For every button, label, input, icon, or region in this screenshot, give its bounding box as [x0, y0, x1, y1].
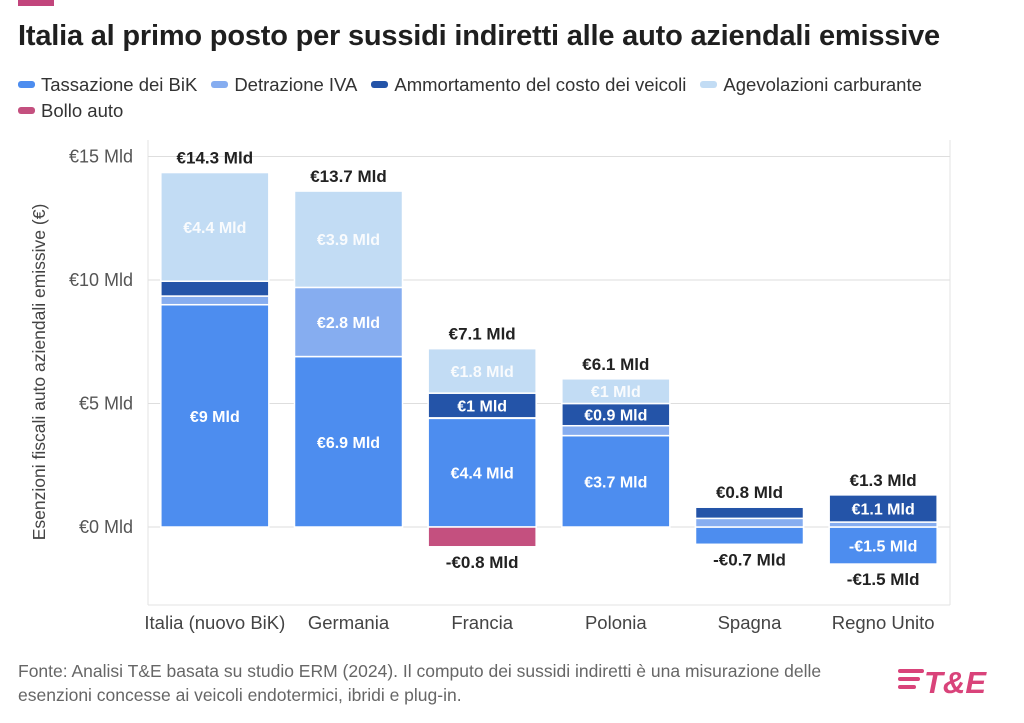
- segment-label: €1.1 Mld: [852, 501, 915, 518]
- segment-label: €4.4 Mld: [451, 466, 514, 483]
- bar-segment: [561, 424, 671, 437]
- segment-label: €3.7 Mld: [584, 474, 647, 491]
- legend-label: Agevolazioni carburante: [723, 73, 922, 95]
- y-tick-label: €5 Mld: [79, 394, 133, 414]
- legend-swatch: [18, 81, 35, 88]
- total-label-positive: €1.3 Mld: [850, 471, 917, 490]
- segment-label: €6.9 Mld: [317, 435, 380, 452]
- x-category-label: Francia: [451, 612, 513, 633]
- bar-segment: [427, 526, 537, 548]
- bar-segment: [427, 417, 537, 528]
- legend-swatch: [700, 81, 718, 88]
- bar-segment: [160, 280, 270, 297]
- bar-segment: [427, 347, 537, 394]
- legend-item: Agevolazioni carburante: [700, 72, 922, 97]
- total-label-positive: €6.1 Mld: [582, 355, 649, 374]
- segment-label: -€1.5 Mld: [849, 539, 917, 556]
- x-category-label: Polonia: [585, 612, 647, 633]
- x-category-label: Italia (nuovo BiK): [144, 612, 285, 633]
- bar-segment: [160, 171, 270, 282]
- total-label-negative: -€0.8 Mld: [446, 553, 519, 572]
- segment-label: €1 Mld: [457, 398, 507, 415]
- bar-segment: [561, 378, 671, 405]
- logo-stripes-icon: [898, 669, 924, 689]
- segment-label: €0.9 Mld: [584, 408, 647, 425]
- total-label-positive: €0.8 Mld: [716, 483, 783, 502]
- stacked-bar-chart: €0 Mld €5 Mld €10 Mld €15 Mld Esenzioni fisc…: [29, 140, 951, 633]
- y-tick-label: €15 Mld: [69, 147, 133, 167]
- legend-item: Tassazione dei BiK: [18, 72, 197, 97]
- total-label-negative: -€1.5 Mld: [847, 570, 920, 589]
- segment-label: €4.4 Mld: [183, 220, 246, 237]
- legend: Tassazione dei BiK Detrazione IVA Ammortam…: [18, 71, 1008, 123]
- legend-swatch: [211, 81, 229, 88]
- bar-segment: [293, 190, 404, 289]
- bar-segment: [828, 494, 938, 523]
- x-category-label: Germania: [308, 612, 390, 633]
- segment-label: €9 Mld: [190, 409, 240, 426]
- segment-label: €1.8 Mld: [451, 364, 514, 381]
- bar-segment: [293, 355, 404, 528]
- legend-label: Detrazione IVA: [234, 73, 358, 95]
- legend-swatch: [371, 81, 389, 88]
- bar-segment: [694, 506, 805, 520]
- x-category-label: Spagna: [718, 612, 782, 633]
- total-label-positive: €13.7 Mld: [310, 167, 387, 186]
- x-category-label: Regno Unito: [832, 612, 935, 633]
- segment-label: €2.8 Mld: [317, 315, 380, 332]
- total-label-negative: -€0.7 Mld: [713, 550, 786, 569]
- total-label-positive: €14.3 Mld: [177, 149, 254, 168]
- legend-item: Bollo auto: [18, 98, 123, 123]
- source-footnote: Fonte: Analisi T&E basata su studio ERM …: [18, 661, 822, 705]
- bar-segment: [160, 303, 270, 528]
- legend-label: Bollo auto: [41, 99, 124, 121]
- legend-swatch: [18, 107, 35, 114]
- bar-segment: [293, 286, 404, 358]
- segment-label: €1 Mld: [591, 384, 641, 401]
- bar-segment: [160, 295, 270, 306]
- y-axis-title: Esenzioni fiscali auto aziendali emissiv…: [29, 204, 49, 541]
- chart-title: Italia al primo posto per sussidi indire…: [18, 20, 940, 52]
- legend-item: Detrazione IVA: [211, 72, 357, 97]
- te-logo: T&E: [898, 665, 987, 700]
- legend-label: Ammortamento del costo dei veicoli: [394, 73, 687, 95]
- total-label-positive: €7.1 Mld: [449, 325, 516, 344]
- y-tick-label: €0 Mld: [79, 517, 133, 537]
- top-accent-bar: [18, 0, 54, 6]
- bar-segment: [694, 517, 805, 528]
- segment-label: €3.9 Mld: [317, 232, 380, 249]
- bar-segment: [561, 434, 671, 528]
- y-tick-label: €10 Mld: [69, 270, 133, 290]
- bar-segment: [427, 392, 537, 419]
- legend-item: Ammortamento del costo dei veicoli: [371, 72, 686, 97]
- bar-segment: [694, 526, 805, 546]
- logo-text: T&E: [924, 665, 987, 700]
- legend-label: Tassazione dei BiK: [41, 73, 198, 95]
- bar-segment: [828, 526, 938, 565]
